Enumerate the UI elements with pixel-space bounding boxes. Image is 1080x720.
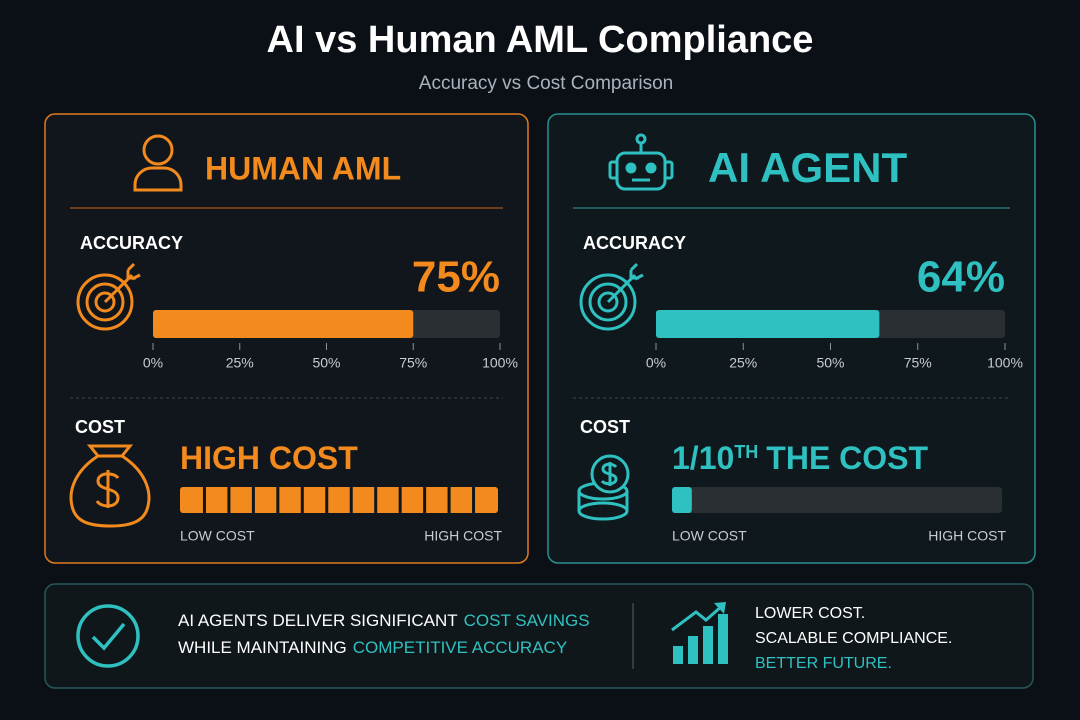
summary-line: AI AGENTS DELIVER SIGNIFICANT COST SAVING… [178,611,590,630]
summary-highlight: COMPETITIVE ACCURACY [353,638,567,657]
tick-label: 25% [226,355,254,371]
tick-label: 50% [816,355,844,371]
tick-label: 0% [143,355,163,371]
coins-icon [577,454,630,521]
accuracy-bar [153,310,414,338]
tagline: BETTER FUTURE. [755,655,892,672]
tick-label: 50% [312,355,340,371]
accuracy-value: 75% [412,253,500,302]
cost-text-after: THE COST [766,440,928,476]
accuracy-bar [656,310,880,338]
tagline: LOWER COST. [755,605,865,622]
cost-label: COST [75,417,125,437]
summary-text: WHILE MAINTAINING [178,638,347,657]
cost-low-label: LOW COST [672,528,747,544]
panel-heading: HUMAN AML [205,150,401,186]
tagline: SCALABLE COMPLIANCE. [755,630,952,647]
human-panel [44,113,529,564]
person-icon [133,134,183,192]
tick-label: 75% [399,355,427,371]
summary-highlight: COST SAVINGS [464,611,590,630]
accuracy-label: ACCURACY [583,233,686,253]
cost-text-main: HIGH COST [180,440,358,476]
cost-label: COST [580,417,630,437]
money-bag-icon [69,444,151,528]
tick-label: 100% [987,355,1023,371]
cost-track [672,487,1002,513]
accuracy-label: ACCURACY [80,233,183,253]
cost-bar [672,487,692,513]
summary-text: AI AGENTS DELIVER SIGNIFICANT [178,611,458,630]
cost-text-superscript: TH [734,442,758,462]
tick-label: 75% [904,355,932,371]
cost-text-main: 1/10 [672,440,734,476]
cost-high-label: HIGH COST [424,528,502,544]
cost-text: 1/10TH THE COST [672,440,929,476]
tick-label: 25% [729,355,757,371]
target-icon [76,262,141,331]
panel-heading: AI AGENT [708,144,907,191]
growth-chart-icon [671,602,728,664]
ai-panel [547,113,1036,564]
summary-line: WHILE MAINTAINING COMPETITIVE ACCURACY [178,638,567,657]
tick-label: 100% [482,355,518,371]
accuracy-value: 64% [917,253,1005,302]
summary-panel [44,583,1034,689]
tick-label: 0% [646,355,666,371]
subtitle: Accuracy vs Cost Comparison [419,73,673,94]
cost-high-label: HIGH COST [928,528,1006,544]
target-icon [579,262,644,331]
cost-text: HIGH COST [180,440,358,476]
cost-bar [180,487,498,513]
cost-low-label: LOW COST [180,528,255,544]
check-icon [76,604,140,668]
robot-icon [608,133,674,191]
title: AI vs Human AML Compliance [267,19,814,61]
